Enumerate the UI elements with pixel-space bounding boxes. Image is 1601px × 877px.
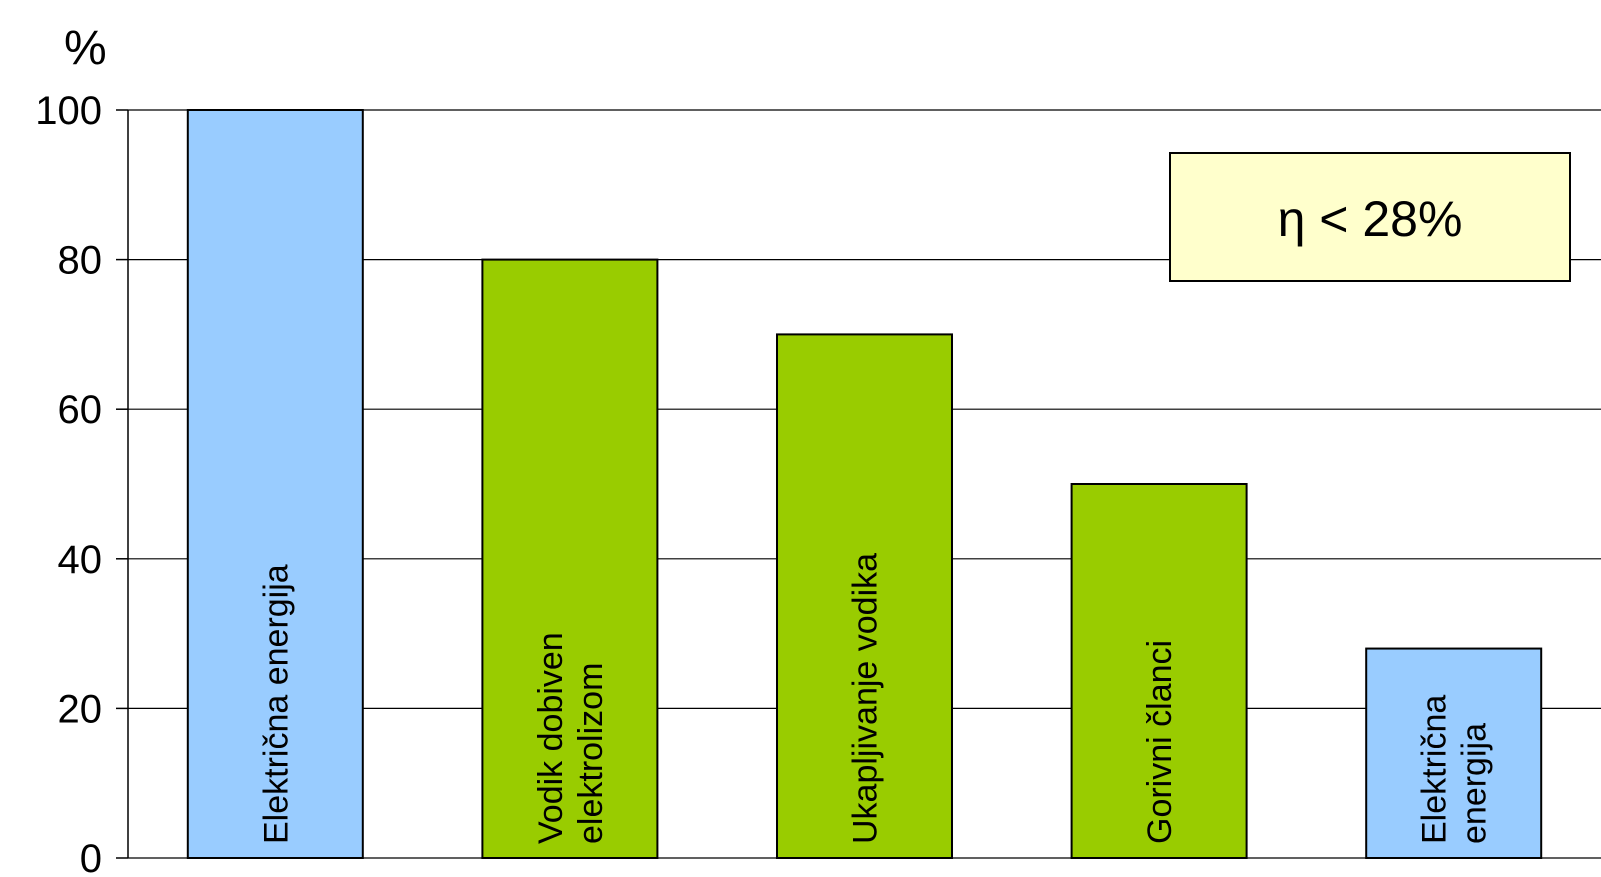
bar-label: Ukapljivanje vodika [847,553,885,844]
bar [776,333,953,859]
bar-labels: Električna energija Vodik dobivenelektrol… [257,553,1493,844]
y-tick-label: 20 [58,687,103,731]
y-axis-unit-label: % [64,22,107,75]
bars [186,109,1543,860]
annotation-box [1169,152,1571,282]
bar [1365,647,1543,859]
bar-label: Gorivni članci [1141,640,1179,844]
bar [186,109,364,859]
y-axis: 0 20 40 60 80 100 [35,89,129,877]
bar-label: Električna energija [257,564,295,844]
bar [481,258,659,860]
bar-label: Električnaenergija [1416,695,1494,844]
bar [1070,483,1248,859]
bar-label: Vodik dobivenelektrolizom [532,632,610,844]
annotation-text: η < 28% [1278,191,1463,247]
y-tick-label: 40 [58,538,103,582]
y-tick-label: 100 [35,89,102,133]
y-tick-label: 0 [80,837,102,877]
y-tick-label: 60 [58,388,103,432]
efficiency-annotation: η < 28% [1169,152,1571,282]
y-tick-label: 80 [58,239,103,283]
